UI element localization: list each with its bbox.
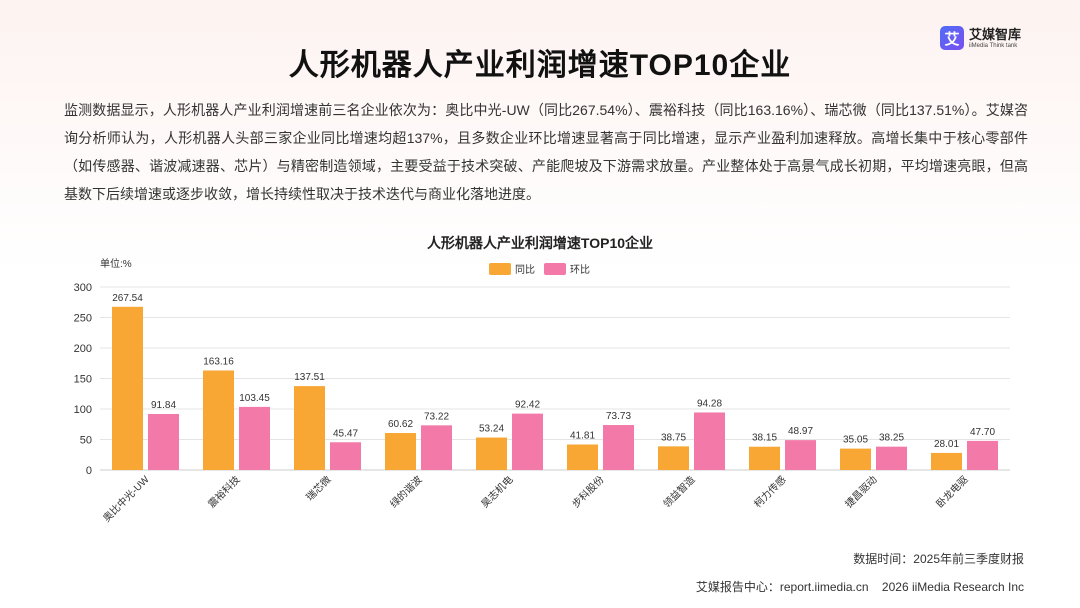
legend-label-yoy: 同比 (515, 264, 535, 276)
footer-copyright: 2026 iiMedia Research Inc (881, 580, 1024, 594)
data-label: 94.28 (697, 398, 722, 409)
bar-qoq (785, 440, 816, 470)
data-label: 35.05 (843, 435, 868, 446)
data-label: 103.45 (239, 393, 270, 404)
y-tick-label: 0 (86, 465, 92, 477)
bar-qoq (967, 440, 998, 470)
bar-yoy (294, 386, 325, 470)
summary-paragraph: 监测数据显示，人形机器人产业利润增速前三名企业依次为：奥比中光-UW（同比267… (64, 102, 1028, 202)
data-label: 48.97 (788, 426, 813, 437)
bar-qoq (603, 425, 634, 470)
bar-yoy (112, 306, 143, 470)
x-tick-label: 捷昌驱动 (842, 473, 879, 510)
bar-yoy (476, 437, 507, 470)
chart-unit-label: 单位:% (100, 257, 132, 270)
data-label: 60.62 (388, 419, 413, 430)
x-tick-label: 领益智造 (660, 473, 697, 510)
data-label: 73.22 (424, 411, 449, 422)
data-label: 47.70 (970, 427, 995, 438)
legend-label-qoq: 环比 (570, 264, 590, 276)
footer-report-center: 艾媒报告中心：report.iimedia.cn (695, 580, 869, 594)
data-label: 38.15 (752, 433, 777, 444)
data-label: 53.24 (479, 424, 504, 435)
bar-yoy (385, 433, 416, 470)
bar-qoq (421, 425, 452, 470)
bar-yoy (203, 370, 234, 470)
brand-logo-mark: 艾 (940, 26, 964, 50)
data-label: 91.84 (151, 400, 176, 411)
data-label: 137.51 (294, 372, 325, 383)
bar-yoy (840, 448, 871, 470)
bar-yoy (749, 446, 780, 470)
chart-bars (112, 306, 998, 470)
legend-swatch-yoy (489, 263, 511, 275)
x-tick-label: 卧龙电驱 (933, 473, 970, 510)
chart-x-ticks: 奥比中光-UW 震裕科技 瑞芯微 绿的谐波 昊志机电 步科股份 领益智造 柯力传感 捷昌驱动 卧龙… (100, 473, 971, 525)
bar-qoq (694, 412, 725, 470)
x-tick-label: 瑞芯微 (303, 473, 333, 503)
data-label: 73.73 (606, 411, 631, 422)
x-tick-label: 奥比中光-UW (100, 473, 152, 525)
x-tick-label: 绿的谐波 (387, 473, 424, 510)
chart-data-labels: 267.54 91.84 163.16 103.45 137.51 45.47 60.62 7… (112, 293, 995, 450)
y-tick-label: 250 (74, 313, 92, 325)
footer: 艾媒报告中心：report.iimedia.cn 2026 iiMedia Re… (696, 578, 1024, 595)
y-tick-label: 50 (80, 435, 92, 447)
x-tick-label: 柯力传感 (751, 473, 788, 510)
bar-qoq (330, 442, 361, 470)
brand-name: 艾媒智库 (969, 26, 1022, 42)
data-label: 38.75 (661, 432, 686, 443)
chart-legend: 同比 环比 (489, 263, 590, 276)
bar-yoy (567, 444, 598, 470)
bar-qoq (512, 413, 543, 470)
data-label: 92.42 (515, 400, 540, 411)
y-tick-label: 100 (74, 404, 92, 416)
bar-qoq (876, 446, 907, 470)
bar-qoq (239, 406, 270, 470)
data-label: 45.47 (333, 428, 358, 439)
chart-title: 人形机器人产业利润增速TOP10企业 (427, 235, 653, 251)
x-tick-label: 昊志机电 (478, 473, 515, 510)
data-label: 41.81 (570, 430, 595, 441)
data-source-note: 数据时间：2025年前三季度财报 (853, 552, 1024, 566)
legend-swatch-qoq (544, 263, 566, 275)
chart-y-ticks: 0 50 100 150 200 250 300 (74, 282, 92, 477)
x-tick-label: 步科股份 (569, 473, 606, 510)
page-title: 人形机器人产业利润增速TOP10企业 (288, 49, 792, 82)
y-tick-label: 150 (74, 374, 92, 386)
x-tick-label: 震裕科技 (205, 473, 242, 510)
chart-gridlines (100, 286, 1010, 471)
y-tick-label: 200 (74, 343, 92, 355)
y-tick-label: 300 (74, 282, 92, 294)
bar-yoy (658, 446, 689, 470)
brand-tagline: iiMedia Think tank (969, 42, 1018, 49)
bar-yoy (931, 452, 962, 470)
brand-logo: 艾 艾媒智库 iiMedia Think tank (940, 26, 1021, 50)
data-label: 38.25 (879, 433, 904, 444)
data-label: 267.54 (112, 293, 143, 304)
bar-chart: 人形机器人产业利润增速TOP10企业 单位:% 同比 环比 0 50 100 150 2… (74, 235, 1010, 525)
data-label: 28.01 (934, 439, 959, 450)
bar-qoq (148, 413, 179, 470)
data-label: 163.16 (203, 356, 234, 367)
